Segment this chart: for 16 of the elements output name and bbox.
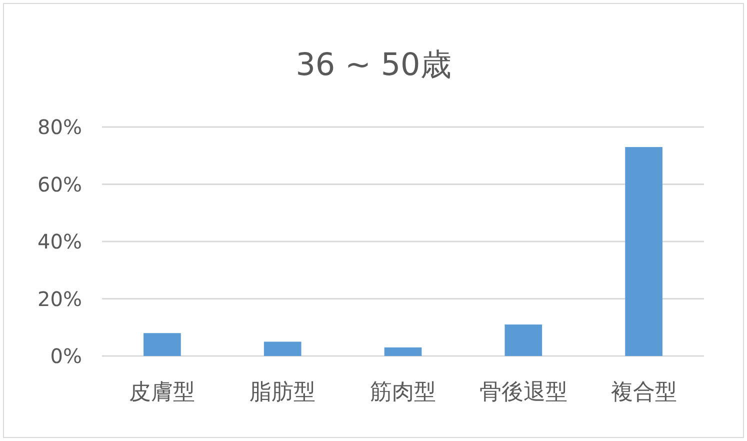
y-tick-label: 40% [38,230,82,254]
x-tick-label: 脂肪型 [250,380,316,405]
bar [144,333,181,356]
chart-title: 36 ~ 50歳 [296,47,452,83]
bar [504,324,542,356]
x-tick-label: 筋肉型 [370,380,436,405]
y-tick-label: 80% [38,115,82,139]
y-tick-label: 20% [38,286,82,311]
bar [264,342,302,356]
bar [384,347,422,356]
bar [625,147,662,356]
y-tick-label: 60% [38,172,82,196]
x-tick-label: 皮膚型 [129,380,196,405]
x-tick-label: 骨後退型 [479,380,568,405]
y-tick-label: 0% [50,344,82,368]
x-tick-label: 複合型 [610,380,677,405]
